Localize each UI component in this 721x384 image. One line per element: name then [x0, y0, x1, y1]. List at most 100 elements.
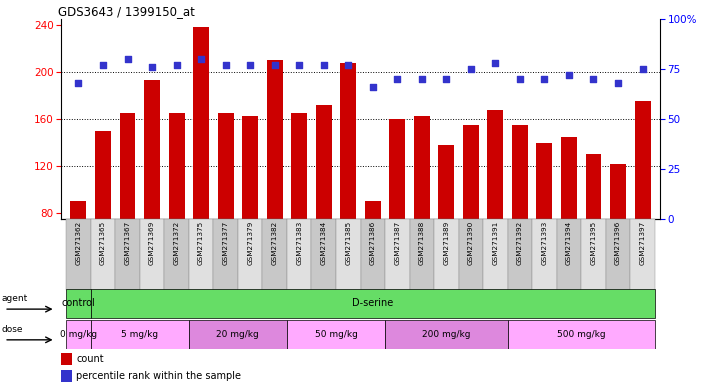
Bar — [385, 219, 410, 290]
Text: GSM271367: GSM271367 — [125, 221, 131, 265]
Bar — [189, 219, 213, 290]
Bar — [508, 219, 532, 290]
Text: GSM271379: GSM271379 — [247, 221, 253, 265]
Point — [392, 76, 403, 82]
Text: 5 mg/kg: 5 mg/kg — [121, 329, 159, 339]
Bar — [144, 80, 160, 307]
Text: GSM271385: GSM271385 — [345, 221, 351, 265]
Point — [293, 62, 305, 68]
Point — [171, 62, 182, 68]
Bar — [242, 116, 258, 307]
Text: GSM271369: GSM271369 — [149, 221, 155, 265]
Text: control: control — [61, 298, 95, 308]
Bar — [634, 101, 650, 307]
Text: GSM271389: GSM271389 — [443, 221, 449, 265]
Bar — [193, 27, 209, 307]
Bar — [414, 116, 430, 307]
Text: count: count — [76, 354, 104, 364]
Point — [514, 76, 526, 82]
Point — [367, 84, 379, 90]
Point — [416, 76, 428, 82]
Bar — [389, 119, 405, 307]
Bar — [189, 319, 287, 349]
Point — [465, 66, 477, 72]
Bar — [95, 131, 111, 307]
Text: GSM271365: GSM271365 — [100, 221, 106, 265]
Bar — [91, 319, 189, 349]
Bar — [91, 219, 115, 290]
Bar — [66, 289, 91, 318]
Bar — [365, 201, 381, 307]
Text: GSM271397: GSM271397 — [640, 221, 645, 265]
Bar — [61, 370, 72, 382]
Bar — [532, 219, 557, 290]
Bar — [66, 319, 91, 349]
Point — [637, 66, 648, 72]
Bar — [630, 219, 655, 290]
Text: GSM271390: GSM271390 — [468, 221, 474, 265]
Point — [318, 62, 329, 68]
Point — [588, 76, 599, 82]
Text: GDS3643 / 1399150_at: GDS3643 / 1399150_at — [58, 5, 195, 18]
Point — [122, 56, 133, 62]
Bar — [164, 219, 189, 290]
Point — [220, 62, 231, 68]
Bar — [483, 219, 508, 290]
Text: dose: dose — [1, 325, 23, 334]
Bar — [238, 219, 262, 290]
Text: GSM271393: GSM271393 — [541, 221, 547, 265]
Bar — [512, 125, 528, 307]
Bar — [434, 219, 459, 290]
Bar — [287, 219, 311, 290]
Text: 20 mg/kg: 20 mg/kg — [216, 329, 260, 339]
Point — [244, 62, 256, 68]
Point — [73, 80, 84, 86]
Point — [490, 60, 501, 66]
Point — [269, 62, 280, 68]
Bar — [218, 113, 234, 307]
Point — [563, 72, 575, 78]
Text: 200 mg/kg: 200 mg/kg — [422, 329, 471, 339]
Bar — [459, 219, 483, 290]
Bar — [140, 219, 164, 290]
Text: GSM271383: GSM271383 — [296, 221, 302, 265]
Bar — [267, 60, 283, 307]
Bar — [438, 145, 454, 307]
Point — [441, 76, 452, 82]
Bar — [385, 319, 508, 349]
Text: GSM271372: GSM271372 — [174, 221, 180, 265]
Text: 50 mg/kg: 50 mg/kg — [314, 329, 358, 339]
Bar — [213, 219, 238, 290]
Bar — [557, 219, 581, 290]
Bar — [463, 125, 479, 307]
Text: GSM271384: GSM271384 — [321, 221, 327, 265]
Bar — [287, 319, 385, 349]
Text: D-serine: D-serine — [352, 298, 394, 308]
Bar — [120, 113, 136, 307]
Bar — [71, 201, 87, 307]
Bar — [561, 137, 577, 307]
Bar — [508, 319, 655, 349]
Text: GSM271391: GSM271391 — [492, 221, 498, 265]
Text: GSM271387: GSM271387 — [394, 221, 400, 265]
Bar — [115, 219, 140, 290]
Text: GSM271382: GSM271382 — [272, 221, 278, 265]
Point — [612, 80, 624, 86]
Bar — [585, 154, 601, 307]
Bar — [410, 219, 434, 290]
Text: GSM271394: GSM271394 — [566, 221, 572, 265]
Bar — [606, 219, 630, 290]
Point — [146, 64, 158, 70]
Bar — [340, 63, 356, 307]
Text: GSM271362: GSM271362 — [76, 221, 81, 265]
Bar — [66, 219, 91, 290]
Bar — [487, 110, 503, 307]
Text: GSM271388: GSM271388 — [419, 221, 425, 265]
Bar — [61, 353, 72, 365]
Bar — [316, 105, 332, 307]
Bar — [291, 113, 307, 307]
Text: GSM271377: GSM271377 — [223, 221, 229, 265]
Point — [97, 62, 109, 68]
Bar — [536, 142, 552, 307]
Text: percentile rank within the sample: percentile rank within the sample — [76, 371, 242, 381]
